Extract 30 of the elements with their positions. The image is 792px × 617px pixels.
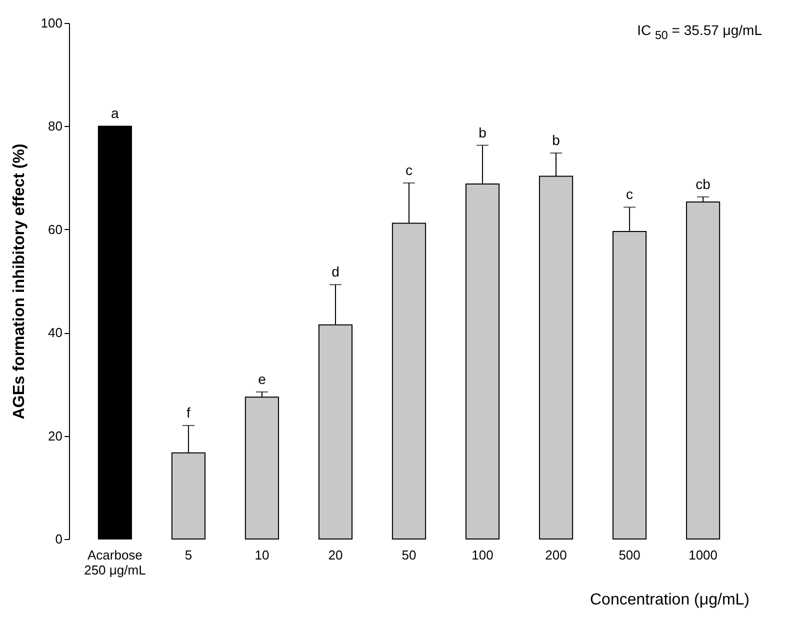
annotation: b bbox=[552, 132, 560, 148]
y-tick-label: 40 bbox=[48, 325, 62, 340]
y-tick-label: 80 bbox=[48, 118, 62, 134]
x-tick-label: 20 bbox=[328, 548, 343, 562]
y-axis-title: AGEs formation inhibitory effect (%) bbox=[10, 144, 28, 420]
y-tick-label: 100 bbox=[40, 16, 62, 30]
y-tick-label: 60 bbox=[48, 222, 62, 237]
bar bbox=[98, 126, 132, 540]
annotation: e bbox=[258, 370, 266, 387]
y-tick-label: 0 bbox=[55, 532, 62, 546]
annotation: b bbox=[478, 124, 487, 140]
bar bbox=[244, 396, 280, 540]
x-tick-label: Acarbose 250 μg/mL bbox=[84, 548, 146, 578]
y-tick-label: 20 bbox=[48, 428, 62, 444]
x-tick-label: 500 bbox=[618, 548, 640, 562]
annotation: IC $_{50}$ = 35.57 μg/mL bbox=[637, 22, 762, 42]
x-tick-label: 200 bbox=[545, 548, 567, 562]
x-tick-label: 50 bbox=[402, 548, 416, 562]
x-tick-label: 1000 bbox=[688, 548, 718, 562]
x-tick-label: 5 bbox=[184, 548, 192, 562]
annotation: c bbox=[626, 186, 634, 202]
annotation: f bbox=[186, 404, 191, 420]
bar bbox=[686, 202, 720, 540]
annotation: d bbox=[332, 264, 340, 280]
annotation: c bbox=[406, 162, 412, 178]
annotation: a bbox=[111, 105, 120, 122]
x-tick-label: 100 bbox=[472, 548, 494, 562]
x-axis-title: Concentration (μg/mL) bbox=[590, 592, 750, 608]
x-tick-label: 10 bbox=[254, 548, 270, 562]
annotation: cb bbox=[696, 176, 711, 192]
